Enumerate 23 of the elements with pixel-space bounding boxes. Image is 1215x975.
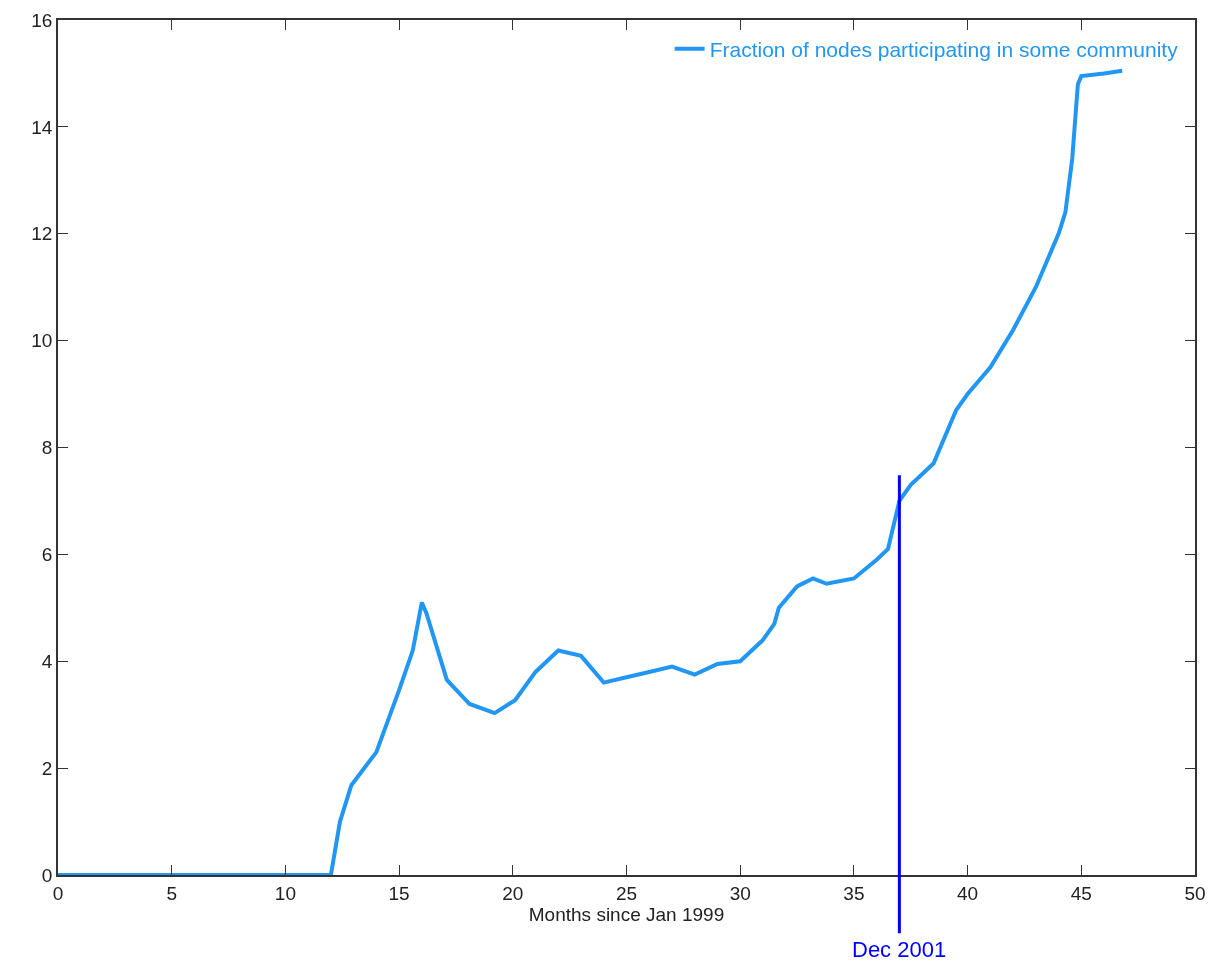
y-tick-label: 4 [41,650,53,672]
y-tick-label: 6 [41,544,53,566]
x-tick-label: 40 [957,882,979,904]
y-tick-label: 16 [31,9,53,31]
x-tick-label: 25 [615,882,638,904]
ref-line-label: Dec 2001 [852,937,947,962]
y-tick-label: 10 [31,330,53,352]
x-tick-label: 5 [166,882,177,904]
x-tick-label: 50 [1184,882,1206,904]
x-tick-label: 35 [843,882,865,904]
y-tick-label: 0 [41,864,53,886]
y-tick-label: 12 [31,223,53,245]
x-tick-label: 15 [388,882,410,904]
x-axis-title: Months since Jan 1999 [528,903,725,925]
x-tick-label: 30 [729,882,751,904]
legend-label: Fraction of nodes participating in some community [709,37,1179,61]
y-tick-label: 8 [41,437,53,459]
y-tick-label: 14 [31,116,53,138]
x-tick-label: 10 [274,882,296,904]
line-series [58,68,1125,875]
x-tick-label: 20 [502,882,524,904]
x-tick-label: 45 [1070,882,1092,904]
y-tick-label: 2 [41,757,53,779]
